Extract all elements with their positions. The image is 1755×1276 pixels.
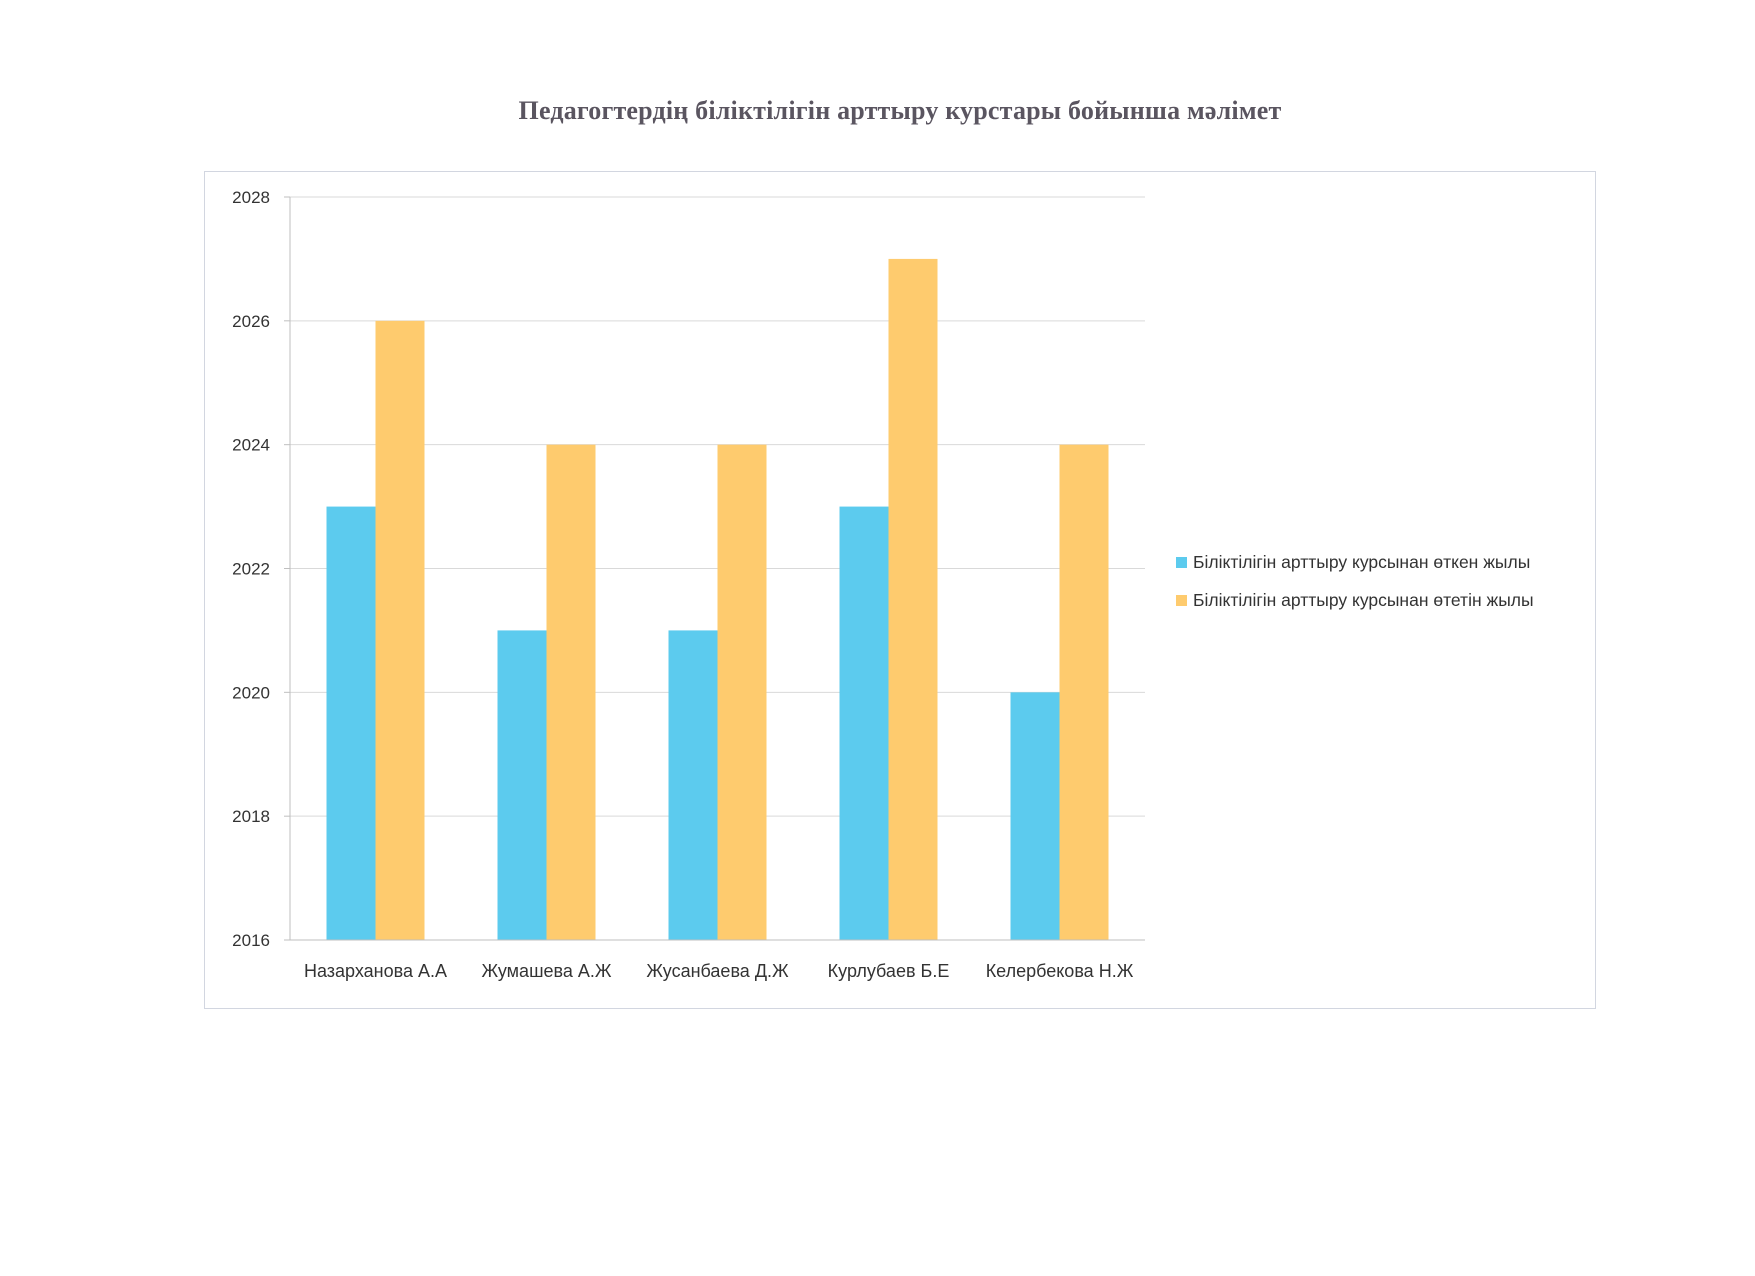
legend-label: Біліктілігін арттыру курсынан өтетін жыл…: [1193, 590, 1534, 610]
bar-1: [839, 506, 889, 940]
chart-frame: [204, 171, 1596, 1009]
y-tick-label: 2028: [232, 188, 270, 207]
x-category-label: Келербекова Н.Ж: [986, 961, 1134, 981]
legend-label: Біліктілігін арттыру курсынан өткен жылы: [1193, 552, 1530, 572]
bar-2: [888, 258, 938, 941]
legend: Біліктілігін арттыру курсынан өткен жылы…: [1176, 552, 1534, 610]
bar-2: [375, 320, 425, 940]
y-tick-label: 2020: [232, 683, 270, 702]
legend-swatch: [1176, 595, 1187, 606]
bar-2: [1059, 444, 1109, 940]
axes: [284, 196, 1145, 941]
x-category-label: Назарханова А.А: [304, 961, 447, 981]
y-tick-label: 2022: [232, 560, 270, 579]
y-tick-label: 2016: [232, 931, 270, 950]
x-category-label: Курлубаев Б.Е: [828, 961, 950, 981]
labels: 2016 2018 2020 2022 2024 2026 2028 Назарханова …: [232, 188, 1134, 981]
bar-1: [326, 506, 376, 940]
bar-2: [717, 444, 767, 940]
y-tick-label: 2026: [232, 312, 270, 331]
bars: [326, 258, 1109, 941]
bar-1: [497, 630, 547, 940]
page-title: Педагогтердің біліктілігін арттыру курст…: [518, 96, 1282, 125]
legend-swatch: [1176, 557, 1187, 568]
bar-2: [546, 444, 596, 940]
y-tick-label: 2024: [232, 436, 270, 455]
bar-1: [668, 630, 718, 940]
y-tick-label: 2018: [232, 807, 270, 826]
x-category-label: Жумашева А.Ж: [481, 961, 611, 981]
x-category-label: Жусанбаева Д.Ж: [646, 961, 789, 981]
bar-1: [1010, 692, 1060, 940]
